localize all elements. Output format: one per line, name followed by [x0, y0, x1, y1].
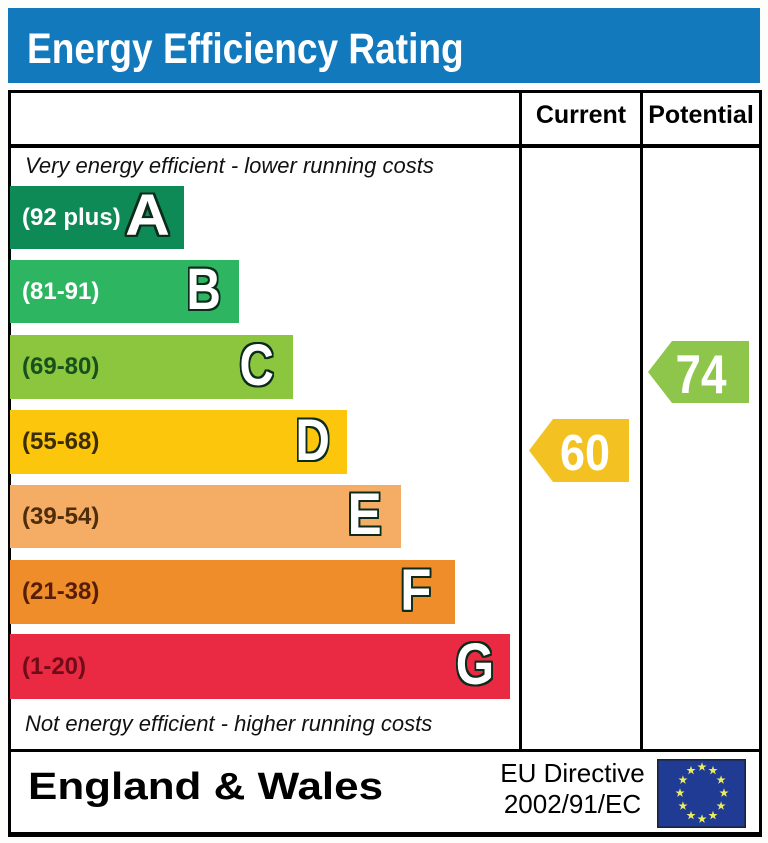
svg-text:74: 74 — [676, 343, 727, 403]
svg-text:60: 60 — [560, 424, 610, 481]
